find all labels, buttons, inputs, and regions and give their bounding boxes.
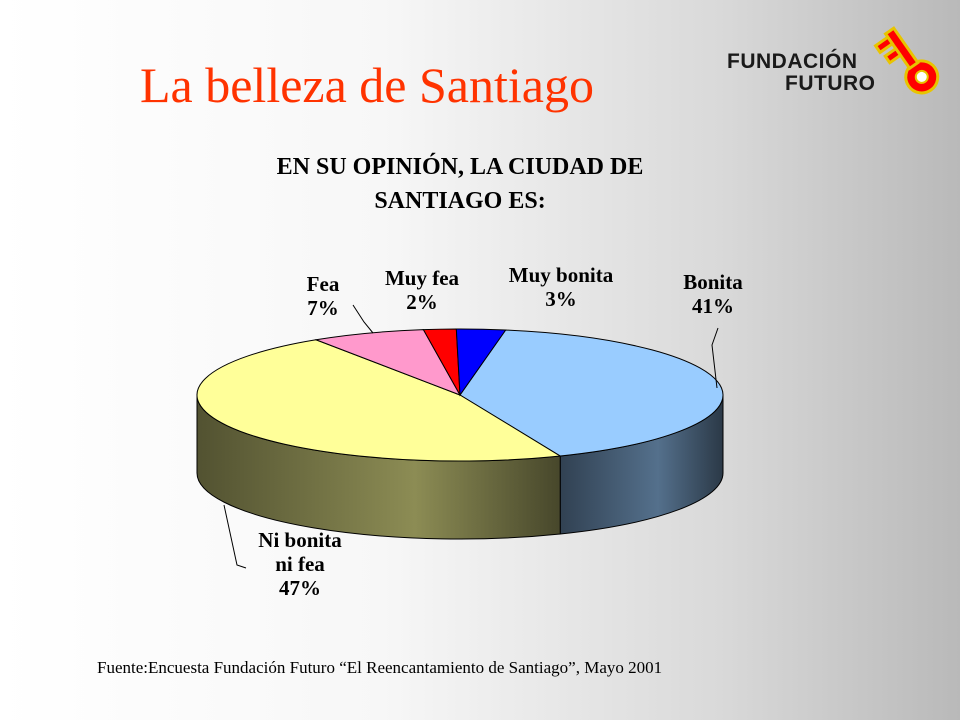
pie-slice-bonita [459,329,724,457]
slice-label-muy-fea: Muy fea 2% [376,266,468,314]
slice-name-fea: Fea [306,272,340,296]
slice-label-bonita: Bonita 41% [668,270,758,318]
pie-slice-ni-bonita-ni-fea [196,339,562,462]
leader-line-fea [352,304,374,334]
slice-name-bonita: Bonita [683,270,743,294]
slice-value-ni-bonita: 47% [279,576,321,600]
fundacion-futuro-logo: FUNDACIÓN FUTURO [722,18,952,108]
slice-label-fea: Fea 7% [291,272,355,320]
chart-title-line-1: EN SU OPINIÓN, LA CIUDAD DE [276,154,644,180]
slice-name-ni-bonita-line-2: ni fea [275,552,325,576]
slice-value-muy-fea: 2% [406,290,438,314]
slice-label-ni-bonita-ni-fea: Ni bonita ni fea 47% [241,528,359,600]
key-icon [873,26,940,95]
leader-line-ni-bonita [223,504,247,569]
slice-name-muy-fea: Muy fea [384,266,460,290]
slice-label-muy-bonita: Muy bonita 3% [496,263,626,311]
logo-line-1: FUNDACIÓN [727,50,858,73]
slice-value-bonita: 41% [692,294,734,318]
chart-title-line-2: SANTIAGO ES: [374,188,546,214]
chart-title: EN SU OPINIÓN, LA CIUDAD DE SANTIAGO ES: [230,150,690,218]
source-note: Fuente:Encuesta Fundación Futuro “El Ree… [97,658,663,677]
slice-value-fea: 7% [307,296,339,320]
pie-slice-fea [314,329,462,396]
logo-line-2: FUTURO [785,72,876,95]
slice-name-muy-bonita: Muy bonita [508,263,614,287]
slice-value-muy-bonita: 3% [545,287,577,311]
slice-name-ni-bonita-line-1: Ni bonita [258,528,342,552]
slide-title: La belleza de Santiago [140,57,594,113]
pie-slice-muy-bonita [455,328,507,397]
leader-line-bonita [711,327,719,389]
logo-text: FUNDACIÓN FUTURO [727,51,876,95]
